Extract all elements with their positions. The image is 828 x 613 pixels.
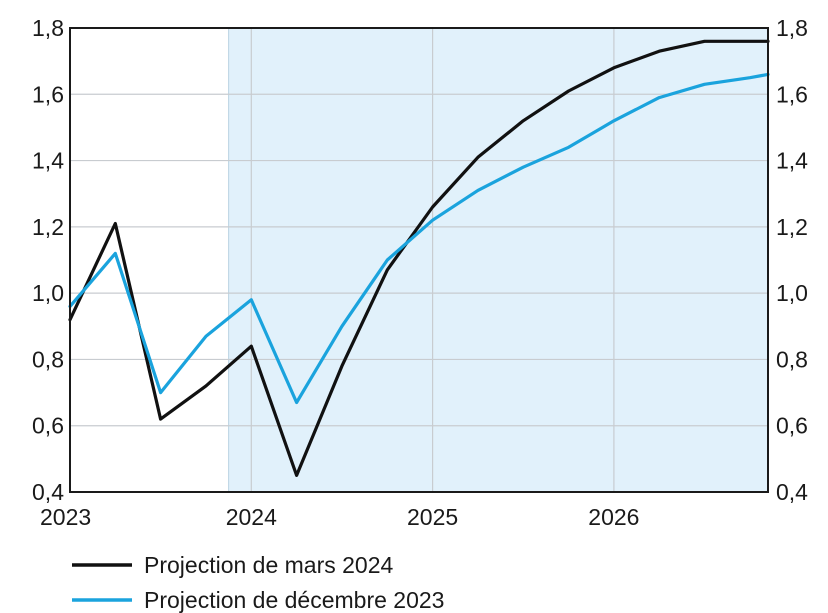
y-tick-label-right: 1,0 (776, 280, 808, 306)
series-line-mars-2024 (68, 39, 770, 477)
shaded-projection-region (228, 27, 769, 493)
y-tick-label-left: 1,8 (32, 15, 64, 41)
y-tick-label-left: 0,6 (32, 413, 64, 439)
legend-label: Projection de décembre 2023 (144, 587, 444, 613)
series-layer (68, 39, 770, 477)
x-tick-label: 2025 (407, 504, 458, 530)
plot-frame (69, 27, 769, 493)
y-tick-label-right: 1,6 (776, 81, 808, 107)
tick-labels: 0,4 0,4 0,6 0,6 0,8 0,8 1,0 1,0 1,2 1,2 1,4 1,4 1,6 1… (32, 15, 808, 530)
y-tick-label-left: 1,6 (32, 81, 64, 107)
y-tick-label-left: 0,8 (32, 346, 64, 372)
y-tick-label-right: 1,4 (776, 148, 808, 174)
y-tick-label-left: 1,4 (32, 148, 64, 174)
y-tick-label-left: 1,2 (32, 214, 64, 240)
legend: Projection de mars 2024 Projection de déc… (72, 552, 444, 613)
legend-label: Projection de mars 2024 (144, 552, 394, 578)
y-tick-label-right: 0,8 (776, 346, 808, 372)
y-tick-label-right: 1,2 (776, 214, 808, 240)
y-tick-label-left: 0,4 (32, 479, 64, 505)
x-tick-label: 2023 (40, 504, 91, 530)
y-tick-label-right: 1,8 (776, 15, 808, 41)
y-tick-label-right: 0,6 (776, 413, 808, 439)
y-tick-label-left: 1,0 (32, 280, 64, 306)
series-line-decembre-2023 (68, 72, 770, 405)
x-tick-label: 2024 (226, 504, 277, 530)
x-tick-label: 2026 (588, 504, 639, 530)
y-tick-label-right: 0,4 (776, 479, 808, 505)
